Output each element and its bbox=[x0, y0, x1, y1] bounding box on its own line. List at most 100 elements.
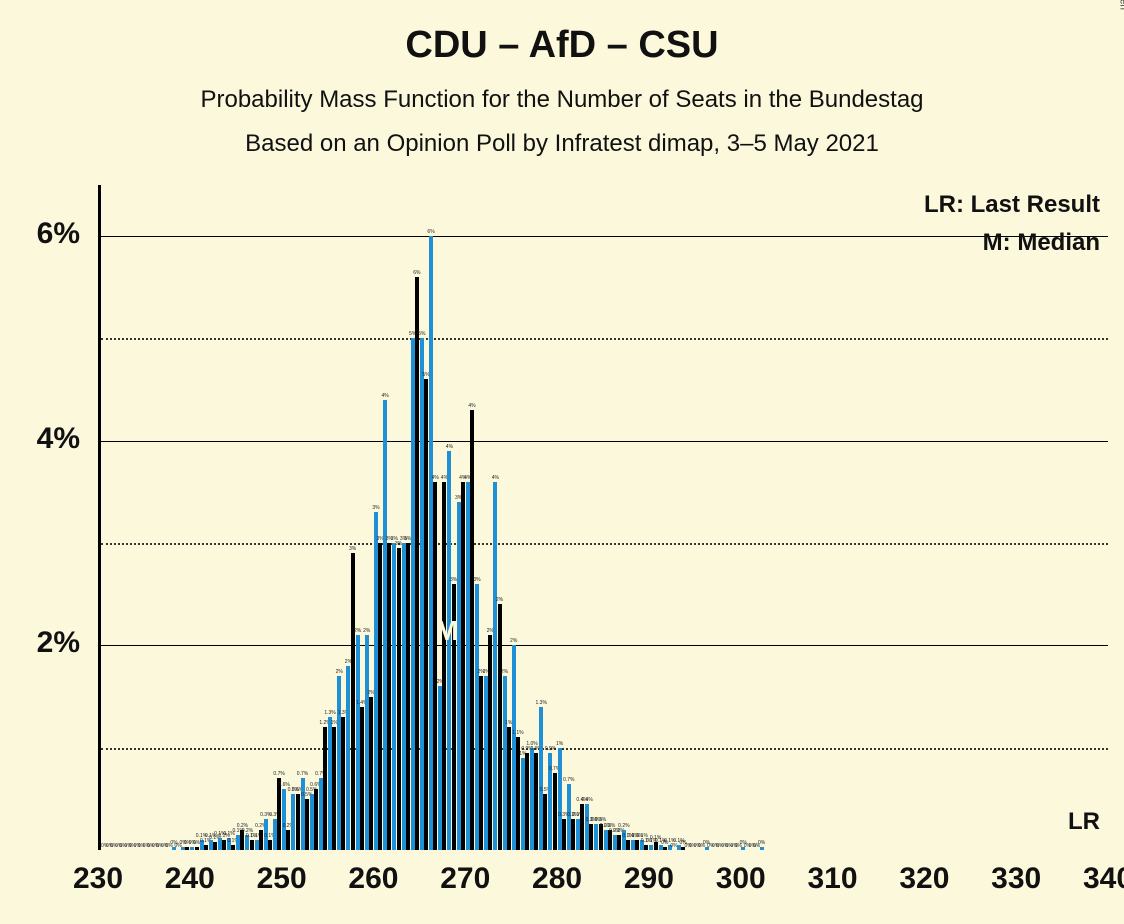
bar-label: 3% bbox=[372, 505, 379, 511]
bar-black bbox=[461, 482, 465, 850]
bar-label: 0.7% bbox=[563, 777, 574, 783]
bar-label: 4% bbox=[382, 393, 389, 399]
y-tick-label: 6% bbox=[0, 217, 80, 251]
bar-blue bbox=[760, 847, 764, 850]
bar-black bbox=[433, 482, 437, 850]
bar-black bbox=[479, 676, 483, 850]
bar-black bbox=[277, 778, 281, 850]
bar-black bbox=[470, 410, 474, 850]
bar-black bbox=[663, 847, 667, 850]
bar-label: 4% bbox=[468, 403, 475, 409]
bar-black bbox=[488, 635, 492, 850]
bar-black bbox=[553, 773, 557, 850]
x-tick-label: 290 bbox=[624, 862, 674, 896]
legend-last-result: LR: Last Result bbox=[106, 191, 1100, 219]
bar-black bbox=[213, 842, 217, 850]
bar-black bbox=[332, 727, 336, 850]
bar-label: 2% bbox=[501, 669, 508, 675]
bar-label: 0.7% bbox=[273, 771, 284, 777]
x-tick-label: 270 bbox=[440, 862, 490, 896]
bar-black bbox=[562, 819, 566, 850]
bar-label: 5% bbox=[418, 331, 425, 337]
bar-black bbox=[296, 794, 300, 850]
bar-black bbox=[378, 543, 382, 850]
x-tick-label: 260 bbox=[348, 862, 398, 896]
bar-black bbox=[635, 840, 639, 850]
bar-black bbox=[351, 553, 355, 850]
bar-black bbox=[626, 840, 630, 850]
bar-black bbox=[534, 753, 538, 850]
chart-title: CDU – AfD – CSU bbox=[0, 24, 1124, 67]
bar-black bbox=[195, 847, 199, 850]
bar-label: 2% bbox=[363, 628, 370, 634]
legend-median: M: Median bbox=[106, 229, 1100, 257]
x-tick-label: 330 bbox=[991, 862, 1041, 896]
bar-black bbox=[406, 543, 410, 850]
bar-black bbox=[644, 845, 648, 850]
bar-black bbox=[580, 804, 584, 850]
bar-label: 0.4% bbox=[581, 797, 592, 803]
lr-marker: LR bbox=[1068, 808, 1100, 836]
bar-label: 2% bbox=[510, 638, 517, 644]
bar-black bbox=[507, 727, 511, 850]
bar-black bbox=[442, 482, 446, 850]
bar-label: 1.1% bbox=[512, 730, 523, 736]
bar-black bbox=[286, 830, 290, 850]
bar-black bbox=[185, 847, 189, 850]
bar-black bbox=[250, 840, 254, 850]
bar-black bbox=[617, 835, 621, 850]
bar-black bbox=[571, 819, 575, 850]
x-tick-label: 230 bbox=[73, 862, 123, 896]
bar-black bbox=[415, 277, 419, 850]
bar-black bbox=[323, 727, 327, 850]
y-tick-label: 2% bbox=[0, 626, 80, 660]
chart-container: © 2021 Filip van Laenen CDU – AfD – CSU … bbox=[0, 0, 1124, 924]
bar-label: 0.2% bbox=[618, 823, 629, 829]
bar-label: 0.9% bbox=[545, 746, 556, 752]
bar-black bbox=[360, 707, 364, 850]
x-tick-label: 240 bbox=[165, 862, 215, 896]
bar-label: 4% bbox=[492, 475, 499, 481]
bar-black bbox=[589, 824, 593, 850]
bar-black bbox=[397, 548, 401, 850]
bar-label: 0.7% bbox=[297, 771, 308, 777]
bar-label: 2% bbox=[496, 597, 503, 603]
bar-label: 4% bbox=[446, 444, 453, 450]
bar-label: 1% bbox=[556, 741, 563, 747]
bar-black bbox=[231, 845, 235, 850]
x-tick-label: 340 bbox=[1083, 862, 1124, 896]
bar-label: 3% bbox=[473, 577, 480, 583]
x-tick-label: 300 bbox=[716, 862, 766, 896]
bar-black bbox=[305, 799, 309, 850]
bar-black bbox=[341, 717, 345, 850]
bar-black bbox=[259, 830, 263, 850]
bar-black bbox=[525, 753, 529, 850]
median-marker: M bbox=[435, 615, 458, 647]
bar-black bbox=[268, 840, 272, 850]
bar-label: 2% bbox=[336, 669, 343, 675]
bar-label: 4% bbox=[432, 475, 439, 481]
bars-group: 0%0%0%0%0%0%0%0%0%0%0%0%0%0%0%0%0%0%0%0%… bbox=[98, 185, 1108, 850]
x-tick-label: 250 bbox=[257, 862, 307, 896]
bar-black bbox=[543, 794, 547, 850]
x-tick-label: 280 bbox=[532, 862, 582, 896]
bar-label: 1.3% bbox=[324, 710, 335, 716]
bar-black bbox=[314, 789, 318, 850]
bar-label: 3% bbox=[349, 546, 356, 552]
bar-label: 1.3% bbox=[536, 700, 547, 706]
bar-black bbox=[369, 697, 373, 850]
y-tick-label: 4% bbox=[0, 422, 80, 456]
plot-area: 0%0%0%0%0%0%0%0%0%0%0%0%0%0%0%0%0%0%0%0%… bbox=[98, 185, 1108, 850]
x-tick-label: 310 bbox=[808, 862, 858, 896]
chart-subtitle-2: Based on an Opinion Poll by Infratest di… bbox=[0, 130, 1124, 158]
chart-subtitle-1: Probability Mass Function for the Number… bbox=[0, 86, 1124, 114]
bar-label: 2% bbox=[354, 628, 361, 634]
bar-black bbox=[387, 543, 391, 850]
x-tick-label: 320 bbox=[899, 862, 949, 896]
bar-black bbox=[424, 379, 428, 850]
bar-black bbox=[204, 845, 208, 850]
bar-label: 6% bbox=[413, 270, 420, 276]
credit-text: © 2021 Filip van Laenen bbox=[1118, 0, 1124, 10]
bar-black bbox=[498, 604, 502, 850]
bar-label: 0% bbox=[758, 840, 765, 846]
